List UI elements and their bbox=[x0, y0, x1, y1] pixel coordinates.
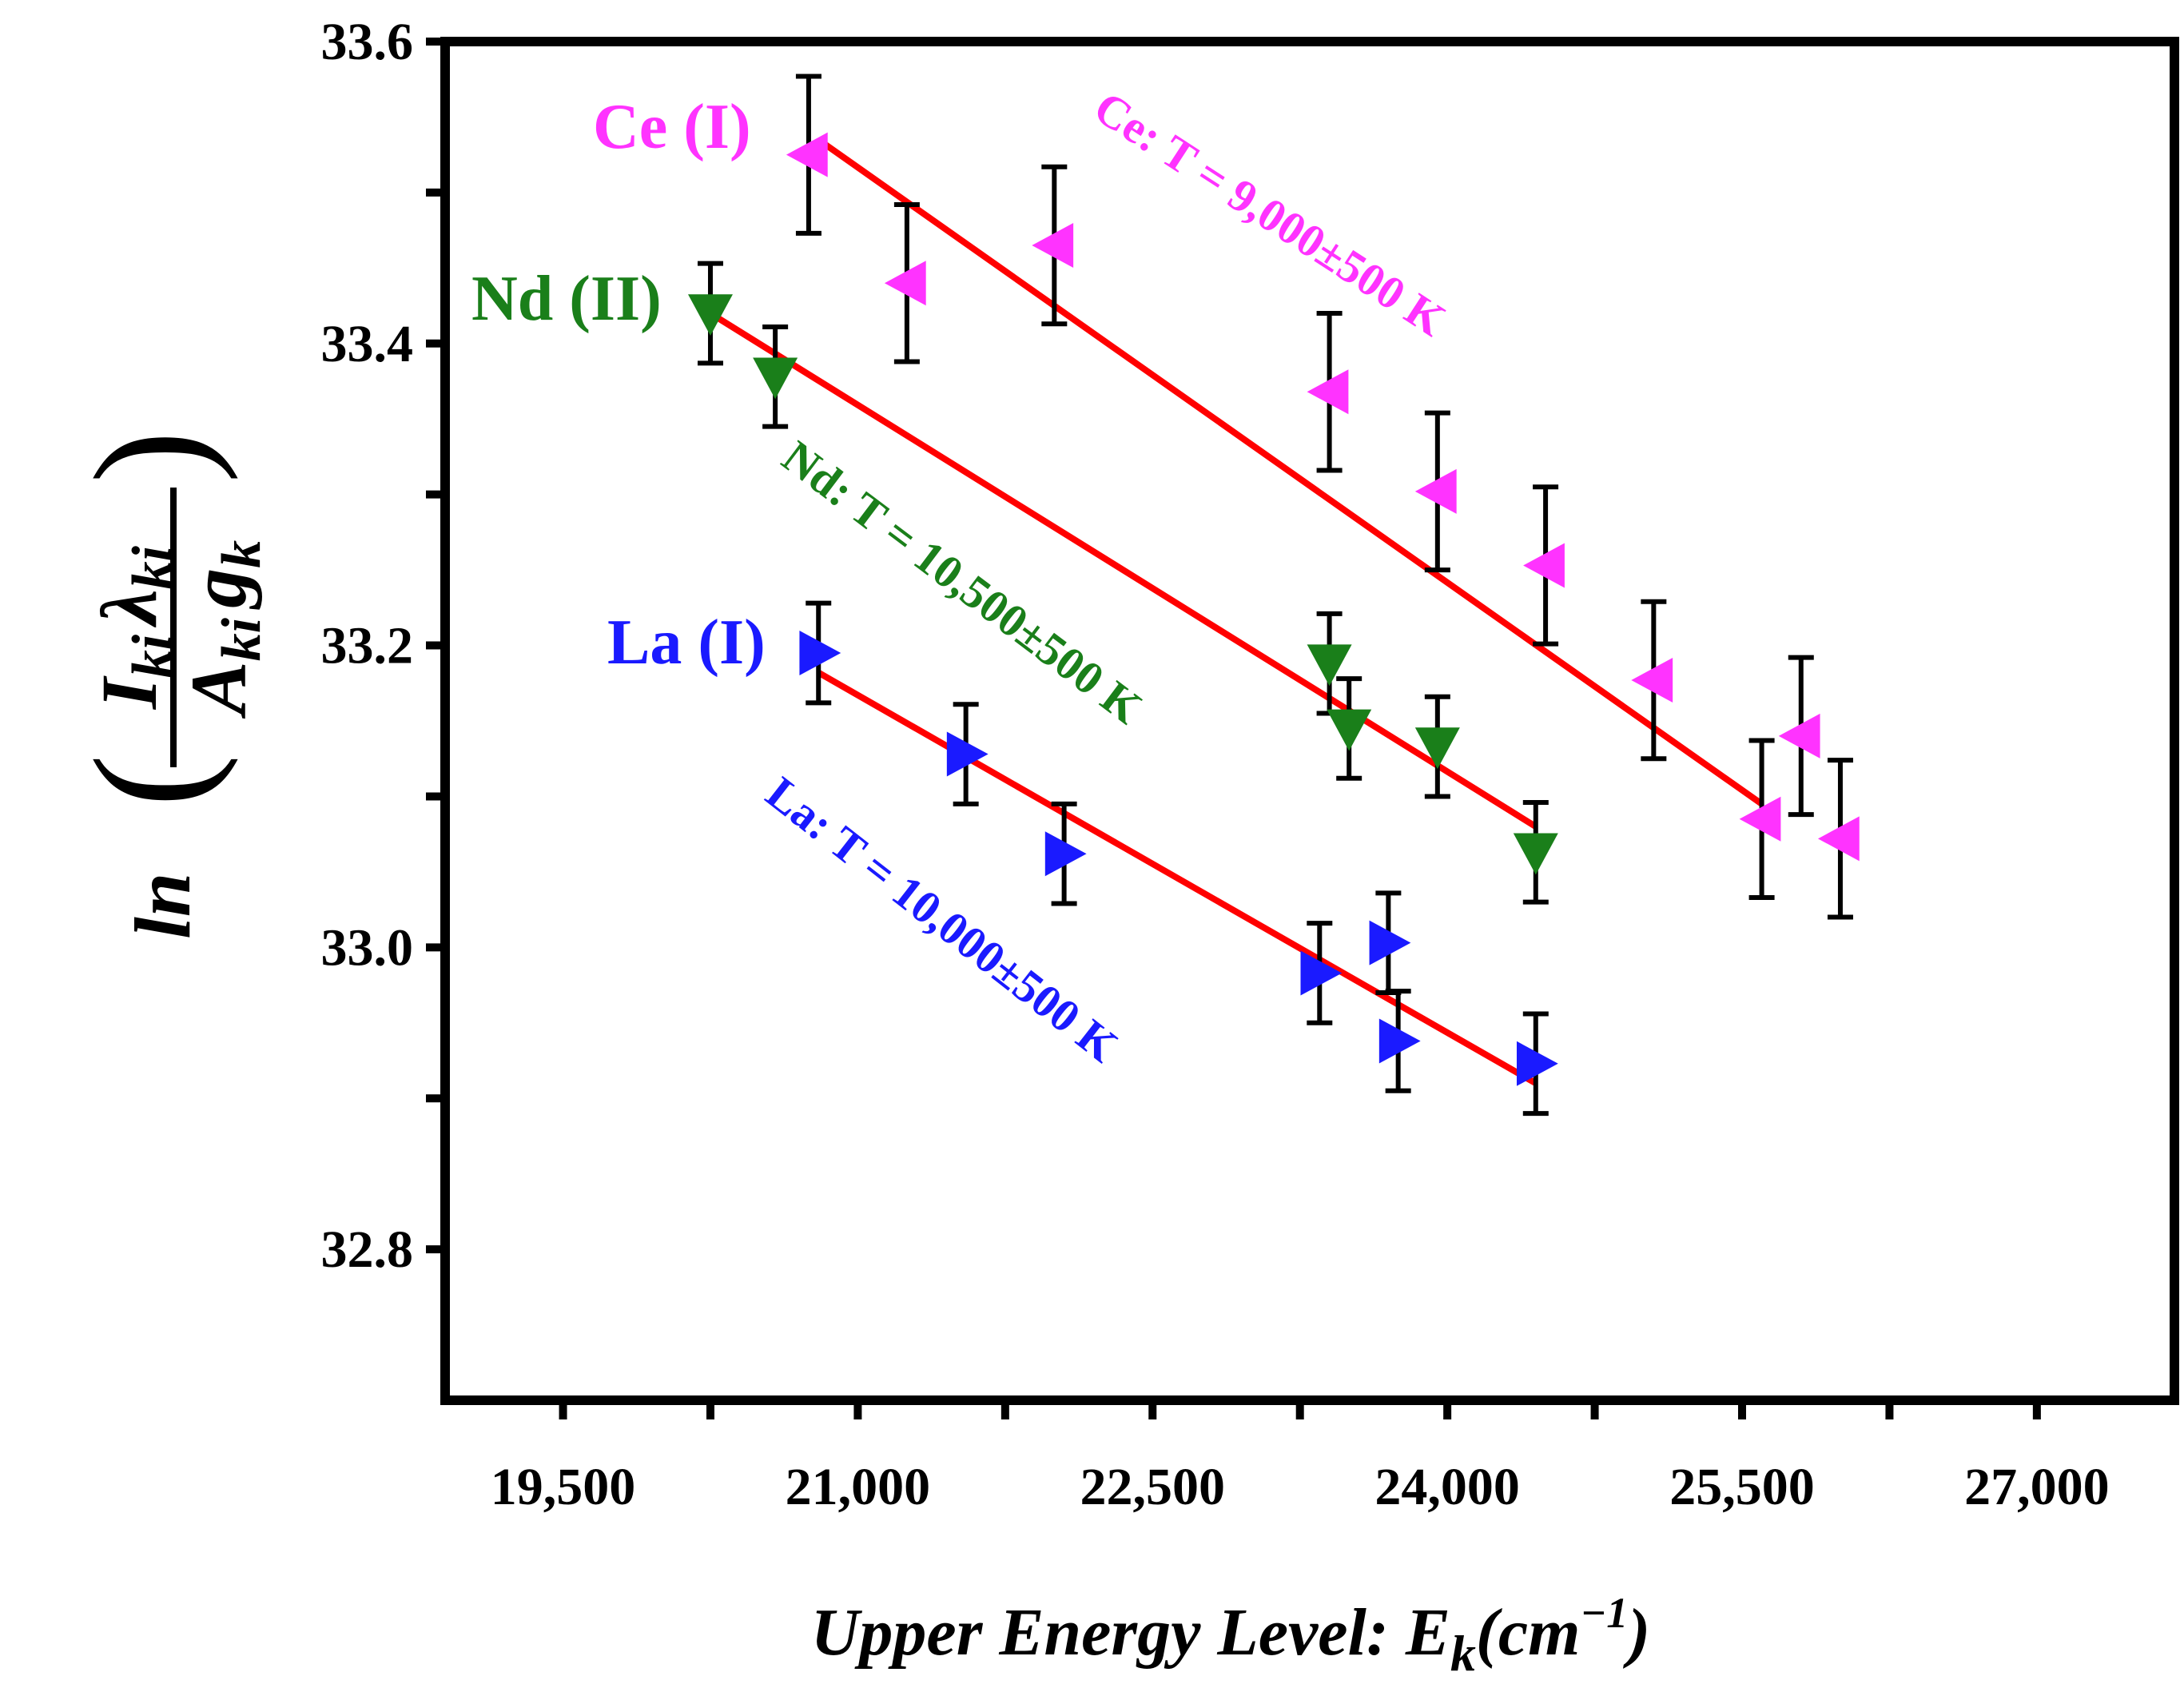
fit-label: La: T = 10,000±500 K bbox=[757, 766, 1128, 1073]
data-point bbox=[1414, 727, 1460, 770]
y-tick-label: 32.8 bbox=[321, 1220, 414, 1279]
x-axis-label-unit-open: (cm bbox=[1476, 1595, 1581, 1670]
data-point bbox=[1369, 920, 1411, 965]
y-axis-label-paren-close: ) bbox=[62, 430, 239, 484]
x-tick-label: 21,000 bbox=[786, 1458, 931, 1516]
data-point bbox=[786, 132, 828, 177]
series-label: Ce (I) bbox=[593, 92, 751, 162]
x-tick-label: 25,500 bbox=[1669, 1458, 1815, 1516]
plot-frame bbox=[440, 37, 2179, 1405]
data-markers bbox=[687, 132, 1860, 1086]
data-point bbox=[799, 631, 841, 675]
x-tick-label: 22,500 bbox=[1080, 1458, 1226, 1516]
data-point bbox=[884, 261, 926, 306]
fit-label: Nd: T = 10,500±500 K bbox=[773, 430, 1152, 734]
data-point bbox=[1044, 831, 1087, 877]
data-point bbox=[1300, 950, 1343, 996]
fit-line bbox=[708, 310, 1538, 830]
data-point bbox=[753, 357, 798, 400]
data-point bbox=[1414, 468, 1457, 514]
y-den-2: g bbox=[174, 568, 263, 610]
data-point bbox=[1378, 1018, 1421, 1064]
y-tick-label: 33.2 bbox=[321, 617, 414, 675]
x-tick-label: 24,000 bbox=[1374, 1458, 1520, 1516]
y-axis-label-numerator: Ikiλki bbox=[85, 545, 183, 710]
x-axis-label-unit-exp: −1 bbox=[1581, 1589, 1629, 1637]
y-tick-label: 33.4 bbox=[321, 315, 414, 373]
y-axis-label-paren-open: ( bbox=[62, 754, 239, 807]
data-point bbox=[1778, 713, 1820, 758]
y-den-1-sub: ki bbox=[211, 617, 273, 661]
data-point bbox=[1307, 369, 1349, 415]
data-point bbox=[1327, 709, 1372, 751]
x-tick-label: 27,000 bbox=[1964, 1458, 2110, 1516]
data-point bbox=[1817, 816, 1860, 862]
y-den-2-sub: k bbox=[211, 540, 273, 568]
data-point bbox=[1307, 644, 1352, 687]
series-label: La (I) bbox=[607, 607, 766, 678]
x-tick-label: 19,500 bbox=[491, 1458, 636, 1516]
y-tick-label: 33.6 bbox=[321, 13, 414, 71]
y-axis-label-prefix: ln bbox=[118, 873, 207, 939]
fit-lines bbox=[708, 137, 1764, 1086]
y-den-1: A bbox=[174, 661, 263, 719]
data-point bbox=[946, 731, 989, 777]
y-tick-label: 33.0 bbox=[321, 918, 414, 977]
axis-ticks: 19,500 21,000 22,500 24,000 25,500 27,000 32.8… bbox=[321, 13, 2110, 1516]
fit-line bbox=[817, 670, 1538, 1086]
data-point bbox=[1032, 223, 1074, 268]
y-num-2: λ bbox=[85, 589, 173, 627]
y-num-1: I bbox=[85, 675, 173, 710]
x-axis-label-main: Upper Energy Level: E bbox=[811, 1595, 1450, 1670]
data-point bbox=[1516, 1041, 1558, 1086]
y-axis-label: ln ( Ikiλki Aki gk ) bbox=[62, 430, 273, 939]
x-axis-label: Upper Energy Level: Ek(cm−1) bbox=[811, 1589, 1650, 1682]
y-axis-label-denominator: Aki gk bbox=[174, 540, 273, 719]
data-point bbox=[1739, 796, 1781, 842]
x-axis-label-sub: k bbox=[1450, 1625, 1476, 1682]
series-label: Nd (II) bbox=[471, 264, 662, 334]
fit-line bbox=[816, 137, 1764, 807]
data-point bbox=[1523, 543, 1565, 588]
data-point bbox=[1513, 833, 1558, 875]
data-point bbox=[1631, 658, 1673, 703]
data-point bbox=[687, 294, 733, 336]
fit-label: Ce: T = 9,000±500 K bbox=[1085, 81, 1454, 346]
